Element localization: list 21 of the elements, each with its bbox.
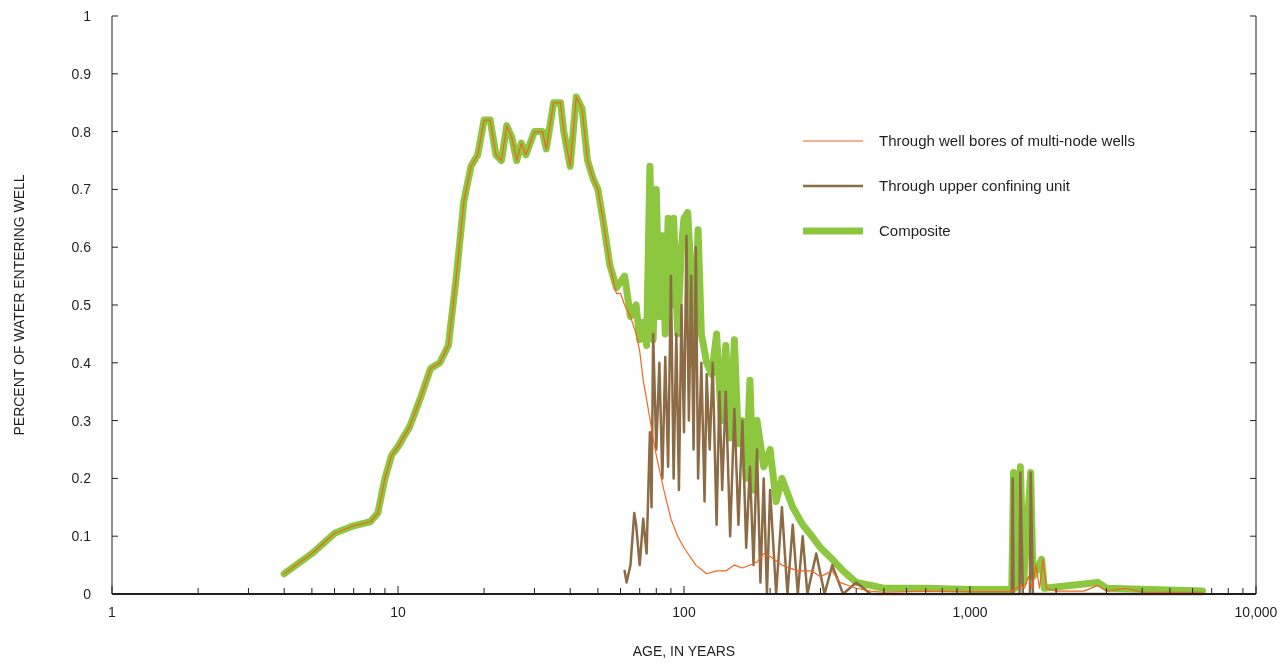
y-tick-label: 0.7 xyxy=(71,181,92,198)
legend-label: Through well bores of multi-node wells xyxy=(879,132,1135,149)
y-tick-label: 0.6 xyxy=(71,239,92,256)
x-tick-label: 10,000 xyxy=(1234,604,1278,620)
y-tick-label: 0.1 xyxy=(71,528,92,545)
y-tick-label: 0.2 xyxy=(71,470,92,487)
y-tick-label: 0.3 xyxy=(71,412,92,429)
y-axis-title: PERCENT OF WATER ENTERING WELL xyxy=(11,174,27,436)
x-tick-label: 1 xyxy=(108,604,117,620)
x-axis-title: AGE, IN YEARS xyxy=(632,643,736,659)
y-tick-label: 0.4 xyxy=(71,354,92,371)
legend-label: Through upper confining unit xyxy=(879,177,1071,194)
x-tick-label: 100 xyxy=(672,604,696,620)
y-tick-label: 0.8 xyxy=(71,123,92,140)
legend-label: Composite xyxy=(879,222,951,239)
y-tick-label: 0.5 xyxy=(71,297,92,313)
x-tick-label: 1,000 xyxy=(952,604,988,620)
y-tick-label: 0.9 xyxy=(71,65,92,82)
x-tick-label: 10 xyxy=(390,604,406,620)
y-tick-label: 0 xyxy=(83,586,92,602)
y-tick-label: 1 xyxy=(83,8,92,24)
